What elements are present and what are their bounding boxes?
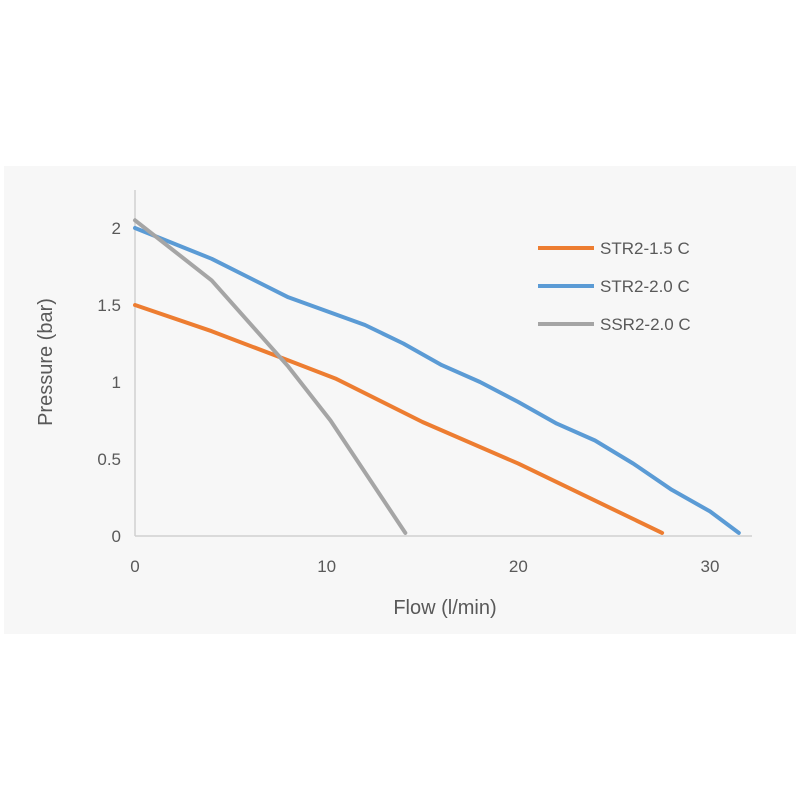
y-axis-title: Pressure (bar)	[35, 298, 57, 426]
y-tick-label: 2	[112, 219, 121, 238]
series-line-1	[133, 303, 665, 535]
x-axis-title: Flow (l/min)	[393, 597, 496, 619]
y-tick-label: 1	[112, 373, 121, 392]
series-line-2	[133, 226, 741, 535]
y-tick-label: 0	[112, 527, 121, 546]
series-lines	[133, 218, 741, 535]
x-tick-labels: 0 10 20 30	[130, 557, 719, 576]
x-tick-label: 20	[509, 557, 528, 576]
x-tick-label: 30	[701, 557, 720, 576]
series-line-3	[133, 218, 408, 535]
legend-label: STR2-2.0 C	[600, 277, 690, 296]
chart-panel	[4, 166, 796, 634]
x-tick-label: 10	[317, 557, 336, 576]
legend-label: STR2-1.5 C	[600, 239, 690, 258]
legend: STR2-1.5 C STR2-2.0 C SSR2-2.0 C	[538, 239, 691, 334]
y-tick-labels: 0 0.5 1 1.5 2	[97, 219, 121, 546]
x-tick-label: 0	[130, 557, 139, 576]
y-tick-label: 1.5	[97, 296, 121, 315]
y-tick-label: 0.5	[97, 450, 121, 469]
legend-label: SSR2-2.0 C	[600, 315, 691, 334]
